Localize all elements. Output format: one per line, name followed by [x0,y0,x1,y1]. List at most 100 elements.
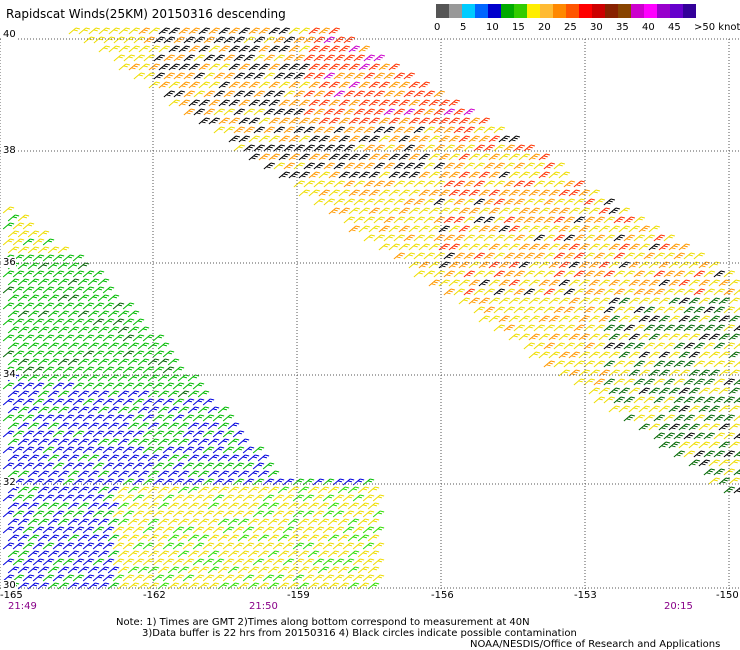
wind-barb [7,278,20,286]
wind-barb [72,334,85,342]
wind-barb [312,526,325,534]
wind-barb [128,27,141,35]
wind-barb [588,369,601,377]
wind-barb [27,230,40,238]
wind-barb [228,27,241,35]
wind-barb [12,270,25,278]
wind-barb [448,99,461,107]
wind-barb [163,36,176,44]
wind-barb [468,207,481,215]
wind-barb [362,510,375,518]
wind-barb [67,438,80,446]
wind-barb [663,360,676,368]
wind-barb [67,278,80,286]
wind-barb [663,396,676,404]
wind-barb [508,333,521,341]
wind-barb [378,81,391,89]
wind-barb [613,396,626,404]
wind-barb [142,350,155,358]
wind-barb [157,358,170,366]
wind-barb [67,502,80,510]
wind-barb [263,90,276,98]
wind-barb [77,566,90,574]
wind-barb [257,550,270,558]
wind-barb [638,279,651,287]
wind-barb [478,189,491,197]
wind-barb [322,574,335,582]
wind-barb [107,534,120,542]
wind-barb [257,502,270,510]
wind-barb [623,216,636,224]
wind-barb [418,171,431,179]
wind-barb [418,243,431,251]
wind-barb [37,486,50,494]
wind-barb [258,45,271,53]
wind-barb [72,366,85,374]
wind-barb [328,207,341,215]
wind-barb [57,470,70,478]
wind-barb [257,518,270,526]
wind-barb [523,144,536,152]
wind-barb [668,315,681,323]
wind-barb [177,550,190,558]
wind-barb [333,108,346,116]
wind-barb [32,270,45,278]
wind-barb [263,162,276,170]
wind-barb [233,108,246,116]
wind-barb [172,382,185,390]
wind-barb [628,297,641,305]
wind-barb [197,470,210,478]
wind-barb [7,406,20,414]
wind-barb [107,566,120,574]
wind-barb [192,526,205,534]
wind-barb [177,502,190,510]
legend-swatch [553,4,566,18]
wind-barb [598,315,611,323]
wind-barb [358,207,371,215]
wind-barb [347,582,360,590]
wind-barb [478,153,491,161]
wind-barb [172,414,185,422]
wind-barb [32,414,45,422]
wind-barb [182,446,195,454]
legend-swatch [670,4,683,18]
wind-barb [332,526,345,534]
wind-barb [583,342,596,350]
wind-barb [678,369,691,377]
legend-swatch [683,4,696,18]
wind-barb [92,286,105,294]
wind-barb [237,470,250,478]
wind-barb [483,126,496,134]
wind-barb [663,306,676,314]
wind-barb [613,306,626,314]
wind-barb [287,550,300,558]
wind-barb [257,470,270,478]
wind-barb [503,252,516,260]
wind-barb [152,414,165,422]
wind-barb [633,306,646,314]
wind-barb [448,225,461,233]
wind-barb [72,542,85,550]
wind-barb [133,36,146,44]
wind-barb [32,302,45,310]
wind-barb [413,198,426,206]
wind-barb [393,162,406,170]
wind-barb [117,566,130,574]
wind-barb [633,270,646,278]
wind-barb [172,510,185,518]
wind-barb [207,486,220,494]
wind-barb [528,207,541,215]
wind-barb [623,252,636,260]
wind-barb [127,470,140,478]
wind-barb [668,351,681,359]
wind-barb [393,180,406,188]
wind-barb [52,574,65,582]
wind-barb [378,117,391,125]
wind-barb [658,441,671,449]
wind-barb [102,302,115,310]
wind-barb [508,279,521,287]
wind-barb [37,374,50,382]
wind-barb [77,470,90,478]
wind-barb [122,414,135,422]
